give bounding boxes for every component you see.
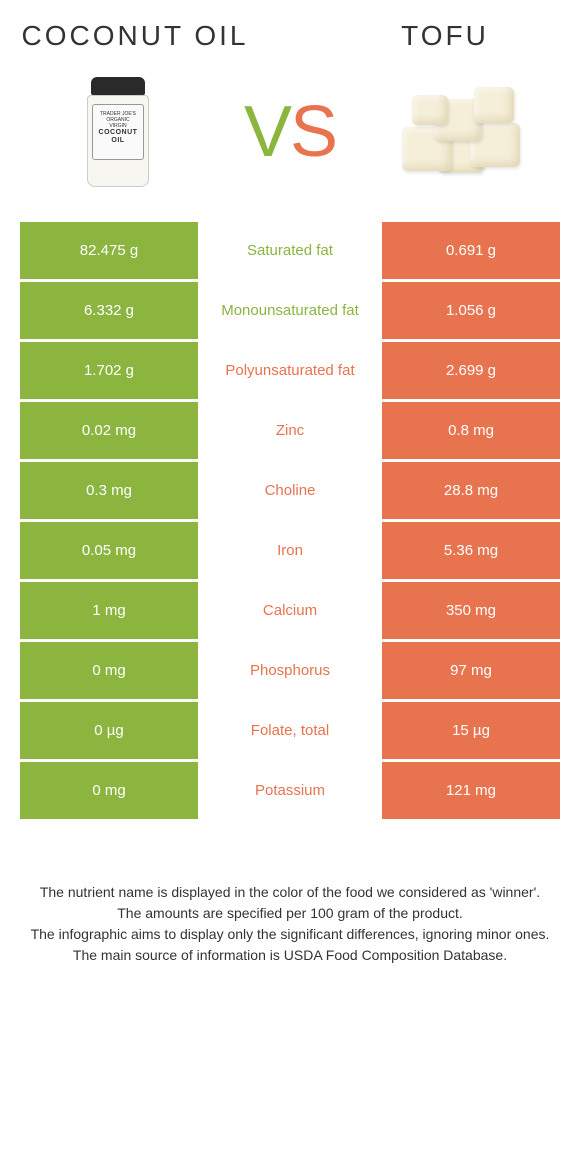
nutrient-table: 82.475 gSaturated fat0.691 g6.332 gMonou… [20, 222, 560, 819]
left-value: 1.702 g [20, 342, 198, 399]
table-row: 1.702 gPolyunsaturated fat2.699 g [20, 342, 560, 399]
right-value: 15 µg [382, 702, 560, 759]
footer-line-2: The amounts are specified per 100 gram o… [30, 903, 550, 924]
right-value: 350 mg [382, 582, 560, 639]
nutrient-label: Monounsaturated fat [198, 282, 382, 339]
right-value: 0.8 mg [382, 402, 560, 459]
right-value: 0.691 g [382, 222, 560, 279]
table-row: 82.475 gSaturated fat0.691 g [20, 222, 560, 279]
table-row: 0 mgPotassium121 mg [20, 762, 560, 819]
table-row: 0.02 mgZinc0.8 mg [20, 402, 560, 459]
nutrient-label: Iron [198, 522, 382, 579]
jar-coconut: COCONUT [93, 129, 143, 137]
left-value: 82.475 g [20, 222, 198, 279]
right-value: 1.056 g [382, 282, 560, 339]
table-row: 1 mgCalcium350 mg [20, 582, 560, 639]
left-value: 6.332 g [20, 282, 198, 339]
footer-line-1: The nutrient name is displayed in the co… [30, 882, 550, 903]
left-value: 0.3 mg [20, 462, 198, 519]
left-food-title: COCONUT OIL [10, 20, 260, 52]
left-value: 0.02 mg [20, 402, 198, 459]
jar-label: TRADER JOE'S ORGANIC VIRGIN COCONUT OIL [92, 104, 144, 160]
left-value: 0 mg [20, 762, 198, 819]
nutrient-label: Folate, total [198, 702, 382, 759]
nutrient-label: Phosphorus [198, 642, 382, 699]
right-value: 28.8 mg [382, 462, 560, 519]
right-value: 2.699 g [382, 342, 560, 399]
vs-s: S [290, 92, 336, 172]
images-row: TRADER JOE'S ORGANIC VIRGIN COCONUT OIL … [0, 62, 580, 212]
footer-notes: The nutrient name is displayed in the co… [0, 822, 580, 966]
right-value: 97 mg [382, 642, 560, 699]
footer-line-3: The infographic aims to display only the… [30, 924, 550, 945]
coconut-oil-image: TRADER JOE'S ORGANIC VIRGIN COCONUT OIL [48, 67, 188, 197]
jar-oil: OIL [93, 137, 143, 145]
left-value: 0 µg [20, 702, 198, 759]
nutrient-label: Calcium [198, 582, 382, 639]
header: COCONUT OIL TOFU [0, 0, 580, 62]
table-row: 0 mgPhosphorus97 mg [20, 642, 560, 699]
right-value: 5.36 mg [382, 522, 560, 579]
right-food-title: TOFU [320, 20, 570, 52]
table-row: 0.3 mgCholine28.8 mg [20, 462, 560, 519]
table-row: 6.332 gMonounsaturated fat1.056 g [20, 282, 560, 339]
table-row: 0 µgFolate, total15 µg [20, 702, 560, 759]
tofu-image [392, 67, 532, 197]
vs-v: V [244, 92, 290, 172]
nutrient-label: Zinc [198, 402, 382, 459]
left-value: 1 mg [20, 582, 198, 639]
nutrient-label: Polyunsaturated fat [198, 342, 382, 399]
vs-label: VS [244, 91, 336, 173]
left-value: 0 mg [20, 642, 198, 699]
nutrient-label: Choline [198, 462, 382, 519]
right-value: 121 mg [382, 762, 560, 819]
footer-line-4: The main source of information is USDA F… [30, 945, 550, 966]
left-value: 0.05 mg [20, 522, 198, 579]
nutrient-label: Potassium [198, 762, 382, 819]
table-row: 0.05 mgIron5.36 mg [20, 522, 560, 579]
nutrient-label: Saturated fat [198, 222, 382, 279]
